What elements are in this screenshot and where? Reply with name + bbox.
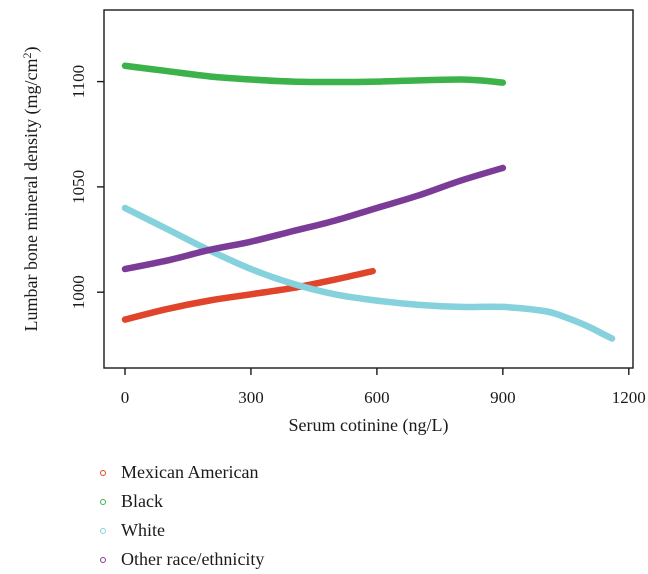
series-line-white: [121, 204, 616, 342]
y-tick-label: 1100: [69, 65, 88, 98]
legend-marker-white: [100, 527, 106, 534]
x-axis: 0 300 600 900 1200: [121, 368, 646, 407]
x-tick-label: 600: [364, 388, 390, 407]
series-line-black: [121, 62, 507, 86]
x-tick-label: 900: [490, 388, 516, 407]
legend-item-other-race-ethnicity: Other race/ethnicity: [100, 545, 264, 574]
y-tick-label: 1000: [69, 275, 88, 309]
x-tick-label: 300: [238, 388, 264, 407]
legend: Mexican American Black White Other race/…: [100, 458, 264, 574]
y-axis-label-end: ): [21, 47, 42, 53]
y-axis-label: Lumbar bone mineral density (mg/cm2): [20, 47, 42, 332]
legend-item-black: Black: [100, 487, 264, 516]
legend-marker-other-race-ethnicity: [100, 556, 106, 563]
y-axis-label-sup: 2: [20, 53, 34, 59]
legend-marker-mexican-american: [100, 469, 106, 476]
chart: 0 300 600 900 1200 1000 1050 1100 Serum cotini…: [20, 9, 646, 436]
legend-item-mexican-american: Mexican American: [100, 458, 264, 487]
legend-label-black: Black: [121, 491, 163, 511]
x-tick-label: 1200: [612, 388, 646, 407]
legend-label-white: White: [121, 520, 165, 540]
series-line-mexican-american: [121, 267, 376, 323]
plot-frame: [103, 9, 634, 369]
legend-label-other-race-ethnicity: Other race/ethnicity: [121, 549, 265, 569]
y-axis-label-main: Lumbar bone mineral density (mg/cm: [21, 59, 42, 332]
series-line-other-race-ethnicity: [121, 164, 507, 273]
legend-marker-black: [100, 498, 106, 505]
legend-item-white: White: [100, 516, 264, 545]
y-tick-label: 1050: [69, 170, 88, 204]
legend-label-mexican-american: Mexican American: [121, 462, 259, 482]
y-axis: 1000 1050 1100: [69, 65, 104, 309]
x-axis-label: Serum cotinine (ng/L): [289, 415, 449, 436]
x-tick-label: 0: [121, 388, 130, 407]
series-layer: [121, 62, 616, 342]
